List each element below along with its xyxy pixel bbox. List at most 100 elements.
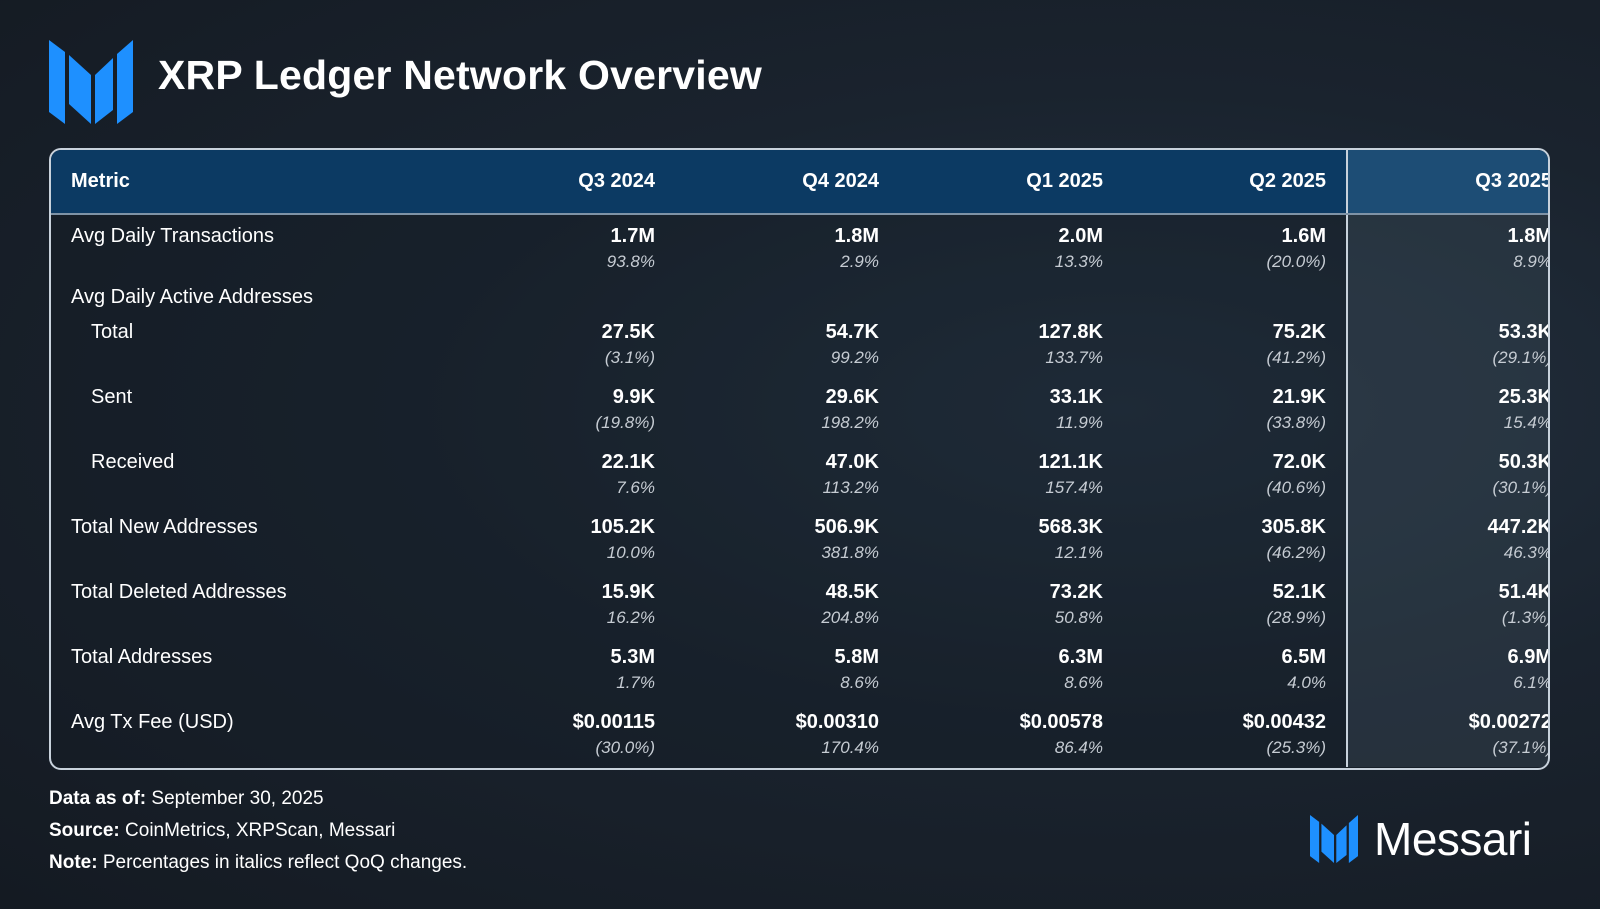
qoq-change: (33.8%) [1266,413,1326,432]
metric-value: 15.9K [601,581,655,603]
metric-value: 5.8M [834,646,879,668]
table-row: Avg Tx Fee (USD) $0.00115 (30.0%) $0.00310 1… [51,703,1550,767]
column-header: Metric [51,150,451,215]
metric-value: 1.8M [1507,225,1550,247]
table-cell: 75.2K (41.2%) [1123,313,1347,378]
metric-label: Avg Tx Fee (USD) [71,711,234,733]
qoq-change: 93.8% [606,252,655,271]
qoq-change: 157.4% [1045,478,1103,497]
qoq-change: (25.3%) [1266,738,1326,757]
brand-name: Messari [1374,813,1532,865]
metric-value: 25.3K [1498,386,1550,408]
metric-value: 1.8M [834,225,879,247]
qoq-change: (41.2%) [1266,348,1326,367]
qoq-change: 13.3% [1054,252,1103,271]
table-cell: 2.0M 13.3% [899,214,1123,279]
table-cell: 21.9K (33.8%) [1123,378,1347,443]
metric-value: 29.6K [825,386,879,408]
column-header: Q1 2025 [899,150,1123,215]
table-cell: 54.7K 99.2% [675,313,899,378]
table-row: Avg Daily Transactions 1.7M 93.8% 1.8M 2.9% 2… [51,214,1550,279]
metric-value: 54.7K [825,321,879,343]
metric-value: 52.1K [1272,581,1326,603]
metric-value: $0.00272 [1468,711,1550,733]
qoq-change: 133.7% [1045,348,1103,367]
column-header: Q2 2025 [1123,150,1347,215]
table-cell: 9.9K (19.8%) [451,378,675,443]
column-header: Q3 2024 [451,150,675,215]
table-cell: 6.5M 4.0% [1123,638,1347,703]
qoq-change: 2.9% [840,252,879,271]
metrics-table: Metric Q3 2024 Q4 2024 Q1 2025 Q2 2025 Q… [49,148,1550,770]
brand-logo: Messari [1310,812,1532,866]
table-cell: $0.00432 (25.3%) [1123,703,1347,767]
table-cell [1123,279,1347,313]
qoq-change: 8.6% [840,673,879,692]
table-cell: 1.8M 8.9% [1346,214,1550,279]
table-cell: 27.5K (3.1%) [451,313,675,378]
qoq-change: (40.6%) [1266,478,1326,497]
messari-logo-icon [1310,815,1358,863]
table-cell: 73.2K 50.8% [899,573,1123,638]
metric-label: Sent [91,386,133,408]
note: Note: Percentages in italics reflect QoQ… [49,852,468,873]
metric-label: Total [91,321,134,343]
table-row: Total 27.5K (3.1%) 54.7K 99.2% 127.8K 133.7% 75… [51,313,1550,378]
table-cell: 25.3K 15.4% [1346,378,1550,443]
metric-value: 105.2K [590,516,656,538]
qoq-change: 198.2% [821,413,879,432]
source: Source: CoinMetrics, XRPScan, Messari [49,820,396,841]
metric-value: 51.4K [1498,581,1550,603]
table-cell: 127.8K 133.7% [899,313,1123,378]
metric-value: 506.9K [814,516,880,538]
metric-value: 9.9K [612,386,655,408]
messari-logo-icon [49,40,133,124]
table-cell: 50.3K (30.1%) [1346,443,1548,508]
qoq-change: (28.9%) [1266,608,1326,627]
qoq-change: (1.3%) [1501,608,1550,627]
qoq-change: 8.6% [1064,673,1103,692]
qoq-change: 16.2% [606,608,655,627]
table-cell [899,279,1123,313]
qoq-change: (29.1%) [1492,348,1550,367]
table-row: Total Deleted Addresses 15.9K 16.2% 48.5K 20… [51,573,1550,638]
metric-value: 568.3K [1038,516,1104,538]
table-group-row: Avg Daily Active Addresses [51,279,1548,313]
table-cell: $0.00115 (30.0%) [451,703,675,767]
table-cell: 6.3M 8.6% [899,638,1123,703]
qoq-change: (20.0%) [1266,252,1326,271]
table-cell: $0.00578 86.4% [899,703,1123,767]
qoq-change: 7.6% [616,478,655,497]
table-cell: 506.9K 381.8% [675,508,899,573]
table-cell: $0.00310 170.4% [675,703,899,767]
table-cell: 5.3M 1.7% [451,638,675,703]
qoq-change: 86.4% [1054,738,1103,757]
table-cell: 6.9M 6.1% [1346,638,1548,703]
metric-value: $0.00578 [1019,711,1103,733]
qoq-change: 11.9% [1056,413,1103,432]
qoq-change: 170.4% [821,738,879,757]
metric-value: 305.8K [1261,516,1327,538]
table-cell: 105.2K 10.0% [451,508,675,573]
metric-value: $0.00115 [572,711,655,733]
metric-value: 27.5K [601,321,655,343]
page-title: XRP Ledger Network Overview [158,52,762,98]
qoq-change: (46.2%) [1266,543,1326,562]
qoq-change: (37.1%) [1492,738,1550,757]
qoq-change: 113.2% [822,478,879,497]
metric-value: 121.1K [1038,451,1104,473]
table-body: Avg Daily Transactions 1.7M 93.8% 1.8M 2.9% 2… [51,214,1550,767]
metric-label: Total New Addresses [71,516,258,538]
qoq-change: 381.8% [821,543,879,562]
metric-value: 48.5K [825,581,879,603]
metric-value: 1.6M [1281,225,1326,247]
metric-label: Total Addresses [71,646,213,668]
table-cell: 29.6K 198.2% [675,378,899,443]
table-cell [675,279,899,313]
footer-notes: Data as of: September 30, 2025 Source: C… [49,783,467,879]
column-header: Q4 2024 [675,150,899,215]
qoq-change: 12.1% [1054,543,1103,562]
column-header: Q3 2025 [1346,150,1548,215]
metric-value: 22.1K [601,451,655,473]
qoq-change: 8.9% [1513,252,1550,271]
